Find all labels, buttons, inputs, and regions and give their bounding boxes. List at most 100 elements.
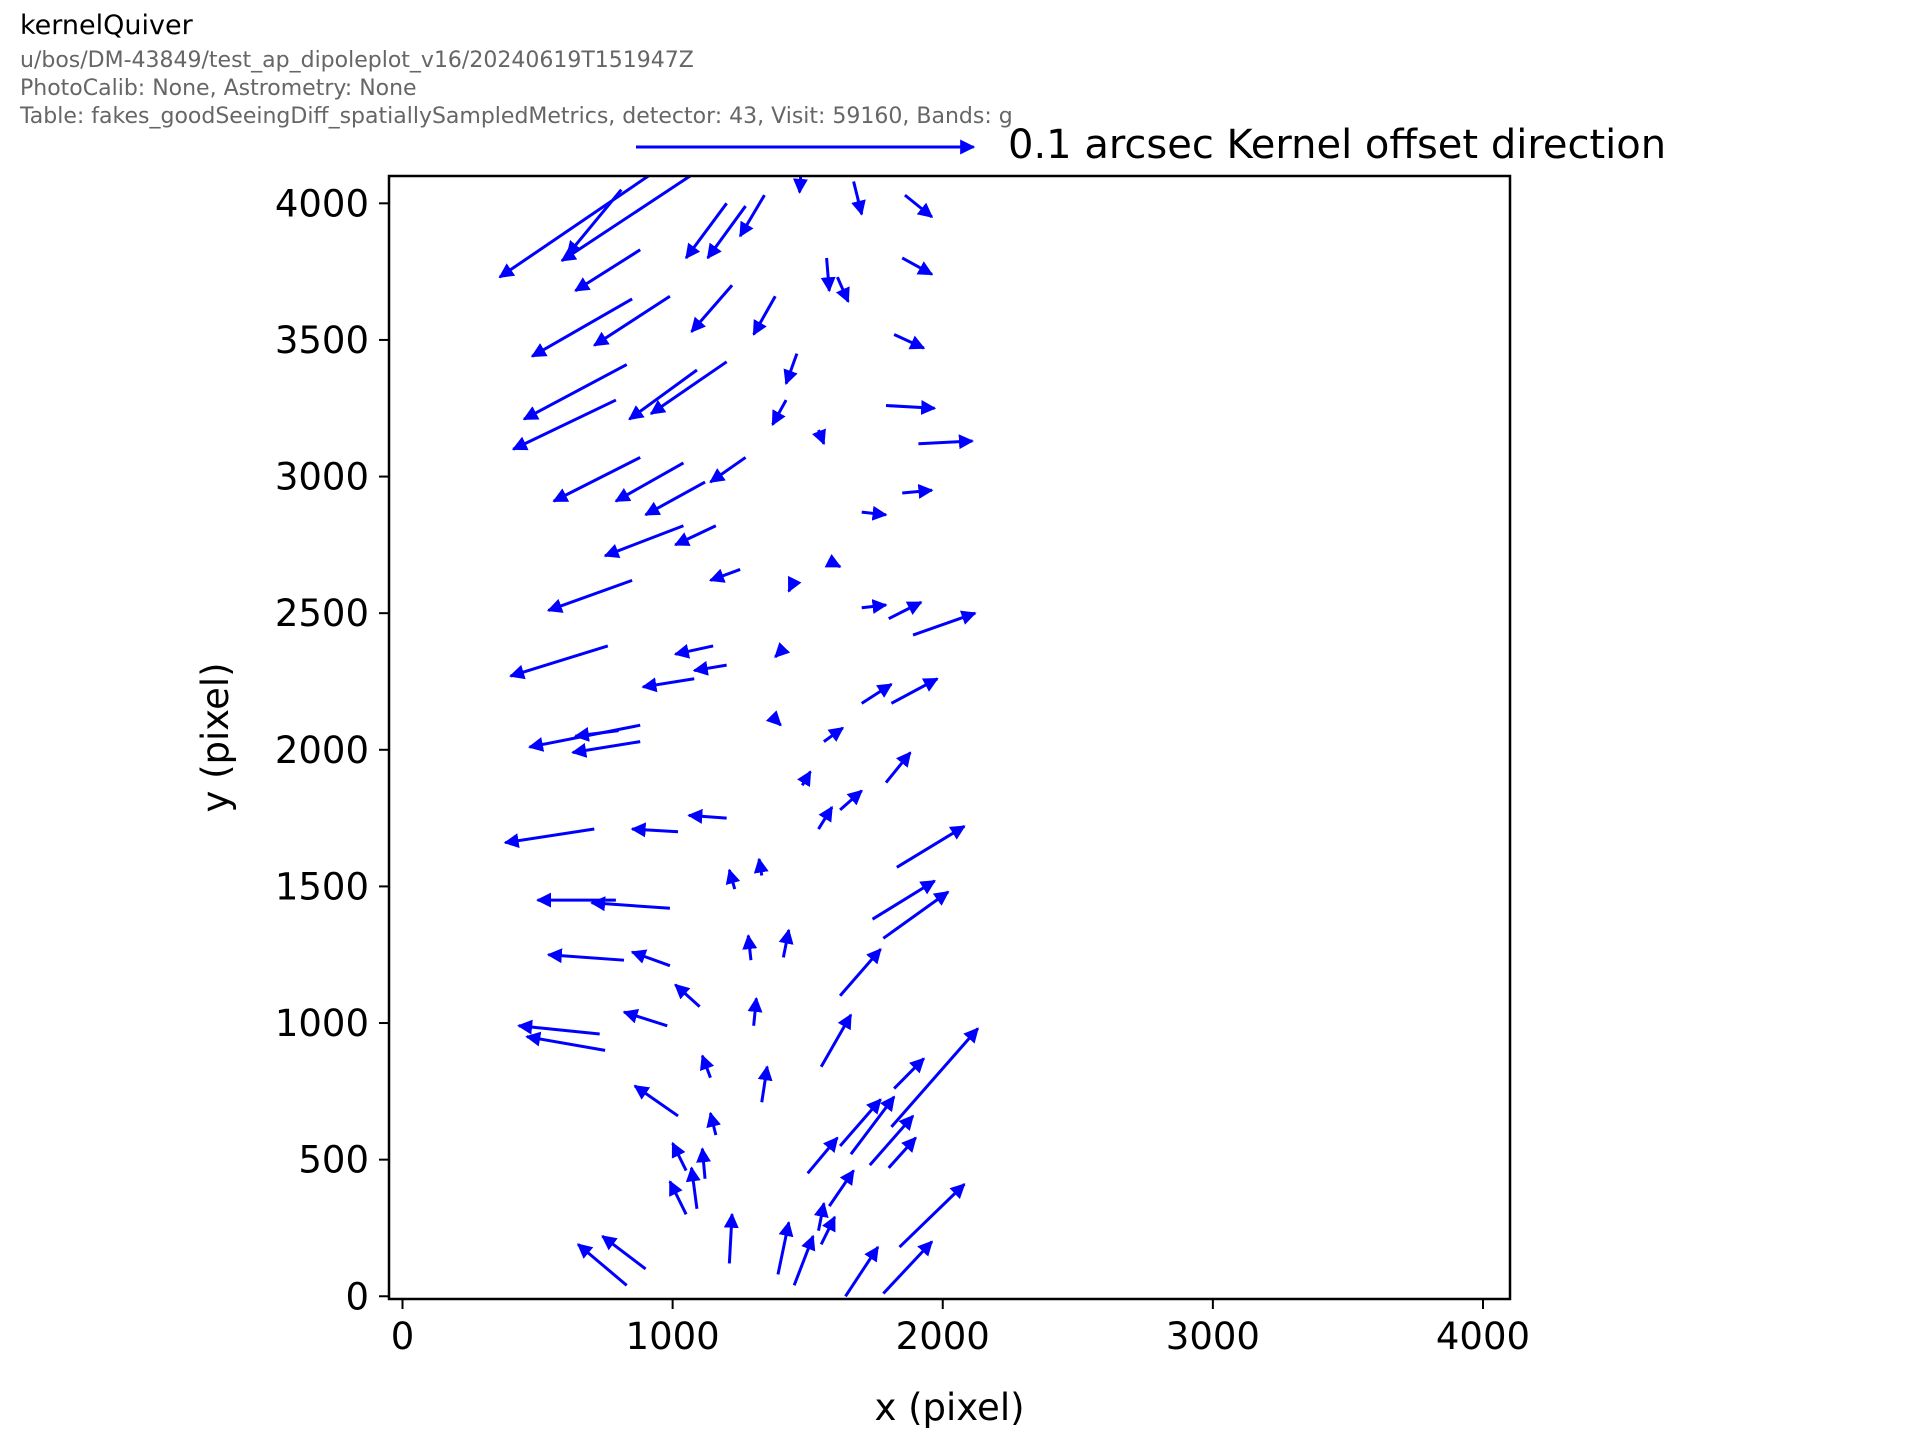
quiver-arrow bbox=[860, 682, 893, 705]
quiver-arrow bbox=[844, 1245, 880, 1298]
quiver-arrow bbox=[884, 751, 912, 784]
quiver-arrow bbox=[671, 1141, 688, 1172]
figure-title: kernelQuiver bbox=[20, 10, 193, 41]
quiver-arrow bbox=[560, 176, 693, 262]
quiver-arrow bbox=[576, 1243, 628, 1287]
quiver-arrow bbox=[893, 333, 926, 350]
quiver-arrow bbox=[738, 194, 766, 238]
y-tick-label: 2000 bbox=[275, 729, 369, 772]
quiver-arrow bbox=[813, 1201, 829, 1231]
plot-frame bbox=[387, 174, 1512, 1301]
quiver-arrow bbox=[709, 568, 741, 583]
quiver-arrow bbox=[673, 643, 714, 659]
quiver-arrow bbox=[757, 1065, 773, 1103]
quiver-arrow bbox=[778, 928, 794, 958]
quiver-arrow bbox=[887, 1136, 917, 1169]
quiver-arrow bbox=[593, 294, 671, 347]
quiver-arrow bbox=[511, 398, 617, 451]
quiver-arrow bbox=[641, 677, 695, 693]
quiver-arrow bbox=[747, 996, 763, 1026]
quiver-arrow bbox=[849, 1095, 896, 1156]
quiver-arrow bbox=[817, 805, 834, 830]
quiver-arrow bbox=[792, 176, 808, 194]
quiver-arrow bbox=[525, 1031, 606, 1052]
quiver-arrow bbox=[644, 480, 706, 517]
quiver-arrow bbox=[684, 202, 728, 260]
quiver-arrow bbox=[752, 295, 777, 336]
quiver-arrow bbox=[725, 868, 741, 890]
quiver-arrow bbox=[700, 1054, 715, 1079]
quiver-arrow bbox=[690, 284, 734, 333]
quiver-arrow bbox=[571, 740, 641, 758]
quiver-arrow bbox=[896, 825, 966, 869]
quiver-arrow bbox=[912, 610, 977, 637]
y-axis-label: y (pixel) bbox=[194, 662, 237, 812]
y-tick-label: 1500 bbox=[275, 865, 369, 908]
quiver-arrow bbox=[630, 949, 671, 968]
quiver-arrow bbox=[806, 1136, 839, 1175]
y-tick-label: 3000 bbox=[275, 456, 369, 499]
quiver-arrow bbox=[765, 710, 782, 727]
quiver-arrow bbox=[824, 553, 842, 569]
quiver-arrow bbox=[590, 896, 671, 912]
quiver-arrow bbox=[573, 726, 619, 742]
quiver-arrow bbox=[696, 1147, 712, 1179]
y-tick-label: 500 bbox=[298, 1139, 369, 1182]
y-tick-label: 0 bbox=[345, 1275, 369, 1318]
quiver-arrow bbox=[898, 1183, 966, 1249]
quiver-arrow bbox=[861, 599, 888, 614]
quiver-arrow bbox=[668, 1180, 688, 1215]
quiver-arrow bbox=[902, 483, 934, 499]
quiver-arrow bbox=[774, 642, 791, 658]
x-tick-label: 3000 bbox=[1166, 1315, 1260, 1358]
quiver-arrow bbox=[792, 1234, 816, 1286]
quiver-arrow bbox=[835, 276, 850, 304]
quiver-arrow bbox=[574, 248, 642, 293]
quiver-arrow bbox=[828, 1169, 855, 1207]
y-tick-label: 1000 bbox=[275, 1002, 369, 1045]
quiver-arrow bbox=[498, 176, 652, 279]
quiver-arrow bbox=[783, 353, 799, 386]
quiver-arrow bbox=[503, 827, 595, 849]
y-axis: 0 500 1000 1500 2000 2500 3000 3500 4000 bbox=[275, 182, 389, 1318]
quiver-arrow bbox=[771, 399, 788, 426]
quiver-arrow bbox=[820, 257, 836, 293]
quiver-arrow bbox=[787, 575, 802, 593]
quiver-arrow bbox=[838, 1098, 882, 1147]
quiver-arrow bbox=[628, 368, 698, 421]
quiver-key: 0.1 arcsec Kernel offset direction bbox=[636, 122, 1666, 168]
quiver-arrow bbox=[838, 948, 882, 997]
quiver-arrow bbox=[673, 524, 717, 547]
quiver-arrow bbox=[603, 524, 684, 558]
quiver-arrow bbox=[706, 1111, 721, 1136]
quiver-arrow bbox=[819, 1215, 837, 1246]
quiver-arrow bbox=[674, 983, 701, 1008]
quiver-arrow bbox=[517, 1019, 600, 1036]
quiver-arrow bbox=[890, 677, 939, 705]
quiver-arrow bbox=[522, 363, 628, 421]
x-tick-label: 4000 bbox=[1436, 1315, 1530, 1358]
y-tick-label: 3500 bbox=[275, 319, 369, 362]
quiver-arrow bbox=[723, 1212, 739, 1264]
quiver-arrow bbox=[614, 461, 685, 503]
quiver-arrow bbox=[861, 505, 888, 521]
calibration-line: PhotoCalib: None, Astrometry: None bbox=[20, 76, 417, 101]
quiver-arrow bbox=[868, 1114, 915, 1167]
quiver-arrow bbox=[882, 890, 950, 940]
quiver-arrow bbox=[622, 1009, 668, 1028]
y-tick-label: 2500 bbox=[275, 592, 369, 635]
quiver-arrow bbox=[692, 660, 727, 676]
quiver-arrow bbox=[630, 822, 679, 838]
run-collection-line: u/bos/DM-43849/test_ap_dipoleplot_v16/20… bbox=[20, 48, 694, 73]
quiver-arrow bbox=[819, 1013, 853, 1068]
quiver-arrow bbox=[706, 205, 747, 260]
quiver-arrow bbox=[871, 879, 936, 921]
quiver-arrow bbox=[882, 1240, 934, 1295]
quiver-arrow bbox=[839, 789, 863, 812]
y-tick-label: 4000 bbox=[275, 182, 369, 225]
quiver-arrow bbox=[509, 644, 609, 680]
quiver-arrow bbox=[566, 188, 623, 257]
quiver-arrow bbox=[601, 1234, 647, 1271]
quiver-arrow bbox=[742, 934, 758, 961]
